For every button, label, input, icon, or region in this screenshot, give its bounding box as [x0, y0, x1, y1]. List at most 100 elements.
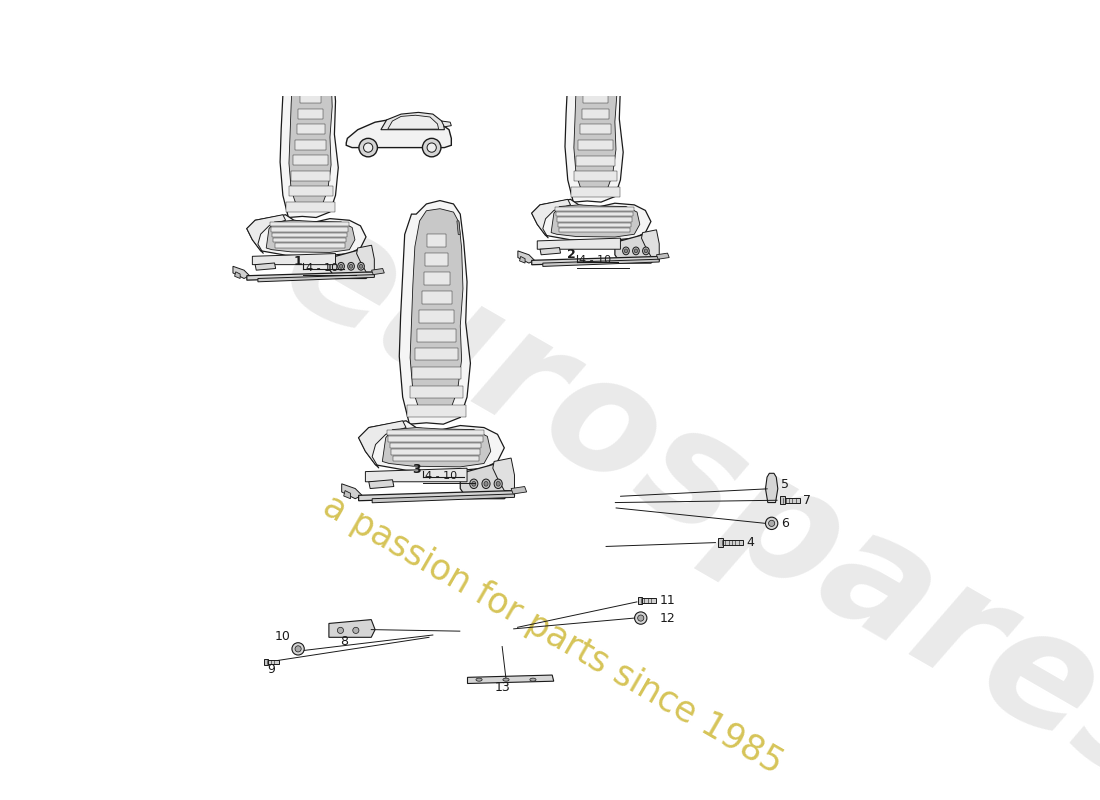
Text: 8: 8 — [340, 635, 349, 648]
Polygon shape — [456, 221, 460, 234]
Polygon shape — [388, 436, 483, 442]
Polygon shape — [582, 109, 609, 119]
Ellipse shape — [472, 482, 476, 486]
Polygon shape — [330, 248, 372, 278]
Text: a passion for parts since 1985: a passion for parts since 1985 — [318, 489, 789, 781]
Ellipse shape — [625, 249, 628, 253]
Text: 4 - 10: 4 - 10 — [425, 470, 458, 481]
Polygon shape — [246, 214, 286, 254]
Polygon shape — [512, 486, 527, 494]
Polygon shape — [415, 348, 459, 361]
Text: 10: 10 — [275, 630, 290, 642]
Polygon shape — [412, 367, 461, 379]
Ellipse shape — [642, 247, 649, 254]
Text: 5: 5 — [781, 478, 789, 491]
Text: 3: 3 — [412, 463, 421, 476]
Ellipse shape — [358, 262, 364, 270]
Polygon shape — [583, 94, 607, 103]
Polygon shape — [389, 442, 482, 448]
Circle shape — [353, 627, 359, 634]
Polygon shape — [573, 171, 617, 181]
Ellipse shape — [503, 678, 509, 681]
Ellipse shape — [494, 479, 503, 489]
Polygon shape — [365, 468, 468, 482]
Polygon shape — [556, 206, 635, 211]
Ellipse shape — [470, 479, 477, 489]
Polygon shape — [372, 269, 384, 274]
Polygon shape — [717, 538, 723, 547]
Text: eurospares: eurospares — [255, 185, 1100, 800]
Polygon shape — [441, 121, 451, 126]
Text: 11: 11 — [659, 594, 675, 607]
Polygon shape — [571, 186, 619, 197]
Polygon shape — [297, 124, 324, 134]
Polygon shape — [368, 480, 394, 489]
Circle shape — [635, 612, 647, 624]
Polygon shape — [468, 675, 553, 683]
Text: 2: 2 — [566, 248, 575, 261]
Polygon shape — [531, 199, 651, 241]
Text: 9: 9 — [267, 662, 275, 676]
Polygon shape — [612, 36, 615, 47]
Polygon shape — [298, 109, 322, 119]
Polygon shape — [246, 272, 374, 280]
Polygon shape — [271, 222, 350, 226]
Ellipse shape — [632, 247, 639, 254]
Polygon shape — [272, 227, 349, 232]
Polygon shape — [558, 217, 632, 222]
Polygon shape — [722, 540, 744, 546]
Polygon shape — [392, 449, 480, 454]
Circle shape — [766, 517, 778, 530]
Circle shape — [638, 615, 644, 621]
Polygon shape — [289, 42, 332, 211]
Polygon shape — [419, 310, 453, 322]
Polygon shape — [580, 125, 612, 134]
Polygon shape — [638, 597, 641, 604]
Text: 1: 1 — [294, 255, 301, 268]
Polygon shape — [266, 220, 355, 253]
Polygon shape — [300, 94, 321, 103]
Polygon shape — [537, 238, 620, 250]
Polygon shape — [585, 78, 606, 88]
Polygon shape — [559, 222, 631, 227]
Polygon shape — [302, 62, 318, 72]
Polygon shape — [575, 155, 615, 166]
Polygon shape — [640, 598, 656, 602]
Ellipse shape — [359, 138, 377, 157]
Ellipse shape — [482, 479, 491, 489]
Polygon shape — [359, 421, 406, 468]
Ellipse shape — [484, 482, 488, 486]
Text: 13: 13 — [494, 682, 510, 694]
Ellipse shape — [360, 264, 363, 268]
Polygon shape — [293, 155, 328, 166]
Ellipse shape — [350, 264, 353, 268]
Polygon shape — [587, 47, 603, 57]
Polygon shape — [327, 51, 330, 62]
Ellipse shape — [645, 249, 648, 253]
Polygon shape — [615, 233, 657, 263]
Text: 7: 7 — [803, 494, 811, 506]
Polygon shape — [388, 115, 439, 129]
Polygon shape — [426, 254, 448, 266]
Polygon shape — [280, 34, 339, 218]
Polygon shape — [359, 490, 515, 501]
Polygon shape — [255, 263, 276, 270]
Text: 4 - 10: 4 - 10 — [306, 262, 338, 273]
Polygon shape — [393, 456, 478, 461]
Polygon shape — [766, 474, 778, 502]
Polygon shape — [233, 266, 250, 278]
Polygon shape — [288, 186, 332, 197]
Polygon shape — [407, 406, 466, 418]
Polygon shape — [295, 140, 327, 150]
Polygon shape — [399, 201, 471, 424]
Polygon shape — [387, 430, 484, 435]
Polygon shape — [783, 498, 800, 502]
Ellipse shape — [340, 264, 343, 268]
Polygon shape — [560, 228, 630, 232]
Polygon shape — [359, 421, 504, 472]
Polygon shape — [275, 243, 345, 248]
Text: 12: 12 — [659, 611, 675, 625]
Polygon shape — [372, 494, 515, 502]
Polygon shape — [427, 234, 446, 246]
Polygon shape — [252, 254, 336, 265]
